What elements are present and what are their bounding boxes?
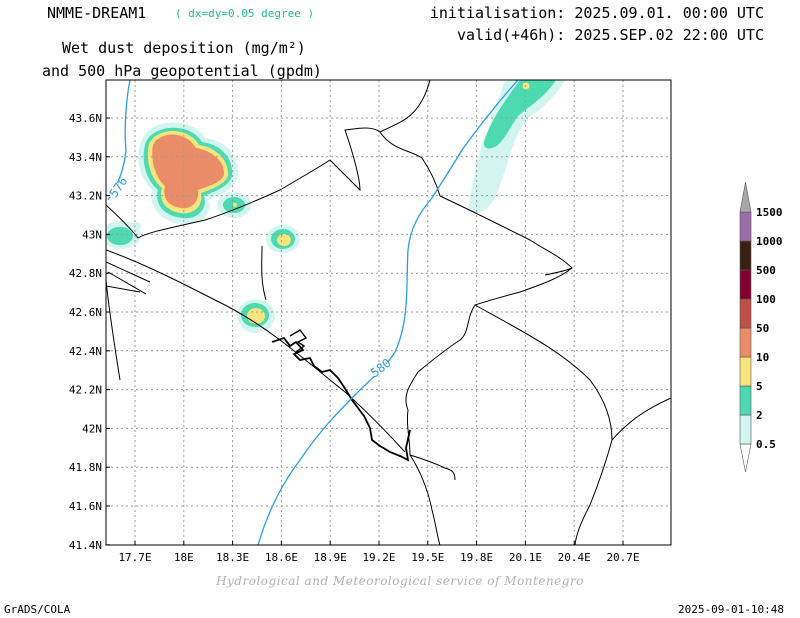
border-kosovo-albania — [474, 304, 671, 545]
colorbar-level-label: 0.5 — [756, 438, 776, 451]
lat-label: 43N — [82, 228, 102, 241]
lon-label: 19.2E — [362, 551, 395, 564]
dust-blob-small-4 — [237, 299, 275, 333]
lon-label: 19.8E — [460, 551, 493, 564]
longitude-labels: 17.7E 18E 18.3E 18.6E 18.9E 19.2E 19.5E 19.8E 20… — [118, 541, 640, 564]
border-montenegro-albania — [405, 339, 461, 481]
lat-label: 42.2N — [69, 384, 102, 397]
montenegro-bay — [289, 329, 308, 353]
lat-label: 42.8N — [69, 267, 102, 280]
dust-blob-northwest — [138, 122, 239, 225]
contour-label-bg-2 — [104, 183, 124, 197]
dust-blob-small-2 — [106, 221, 141, 249]
variable-title-line1: Wet dust deposition (mg/m²) — [62, 39, 306, 57]
credit-text: Hydrological and Meteorological service … — [216, 574, 584, 588]
lon-label: 18.9E — [314, 551, 347, 564]
colorbar-upper-arrow — [739, 181, 752, 213]
valid-time: valid(+46h): 2025.SEP.02 22:00 UTC — [456, 26, 764, 44]
model-title: NMME-DREAM1 — [47, 4, 147, 22]
colorbar-level-label: 2 — [756, 409, 763, 422]
colorbar-swatch — [739, 385, 752, 416]
lon-label: 20.1E — [509, 551, 542, 564]
boundaries — [106, 80, 671, 545]
lon-label: 18.6E — [265, 551, 298, 564]
colorbar-level-label: 10 — [756, 351, 769, 364]
border-west-inland — [261, 245, 267, 301]
lon-label: 18E — [174, 551, 194, 564]
lon-label: 20.7E — [606, 551, 639, 564]
dust-blob-small-3 — [266, 225, 300, 253]
colorbar-level-label: 1000 — [756, 235, 783, 248]
software-label: GrADS/COLA — [4, 603, 71, 616]
contour-label-bg — [360, 362, 390, 376]
variable-title-line2: and 500 hPa geopotential (gpdm) — [42, 62, 322, 80]
coastline — [106, 249, 406, 453]
lon-label: 17.7E — [118, 551, 151, 564]
border-bosnia — [106, 127, 441, 239]
border-north — [106, 190, 121, 381]
lon-label: 18.3E — [216, 551, 249, 564]
lon-label: 20.4E — [558, 551, 591, 564]
border-serbia — [379, 80, 573, 341]
colorbar-swatch — [739, 327, 752, 358]
colorbar-legend: 0.5 2 5 10 50 100 500 1000 1500 — [739, 181, 783, 473]
lat-label: 42.6N — [69, 306, 102, 319]
lat-label: 43.6N — [69, 112, 102, 125]
lat-label: 41.4N — [69, 539, 102, 552]
colorbar-level-label: 50 — [756, 322, 769, 335]
lat-label: 41.8N — [69, 461, 102, 474]
border-east-edge — [544, 267, 573, 276]
colorbar-level-label: 5 — [756, 380, 763, 393]
lat-label: 41.6N — [69, 500, 102, 513]
colorbar-level-label: 100 — [756, 293, 776, 306]
lat-label: 43.2N — [69, 190, 102, 203]
render-timestamp: 2025-09-01-10:48 — [678, 603, 784, 616]
initialisation-time: initialisation: 2025.09.01. 00:00 UTC — [429, 4, 764, 22]
colorbar-swatch — [739, 211, 752, 242]
colorbar-level-label: 500 — [756, 264, 776, 277]
lat-label: 42N — [82, 422, 102, 435]
colorbar-level-label: 1500 — [756, 206, 783, 219]
colorbar-swatch — [739, 414, 752, 445]
lat-label: 43.4N — [69, 151, 102, 164]
colorbar-swatch — [739, 298, 752, 329]
dust-deposition-field — [106, 80, 565, 333]
lat-label: 42.4N — [69, 345, 102, 358]
colorbar-swatch — [739, 240, 752, 271]
colorbar-swatch — [739, 356, 752, 387]
colorbar-swatch — [739, 269, 752, 300]
colorbar-lower-arrow — [739, 443, 752, 473]
coastline-islands — [106, 261, 151, 295]
coastline-albania — [409, 454, 441, 545]
montenegro-coast — [271, 336, 411, 462]
dust-blob-small-1 — [217, 192, 251, 218]
lat-lon-grid — [106, 80, 671, 545]
contour-580 — [257, 80, 519, 545]
dust-plume-northeast — [468, 80, 565, 214]
resolution-note: ( dx=dy=0.05 degree ) — [175, 7, 315, 20]
lon-label: 19.5E — [411, 551, 444, 564]
latitude-labels: 43.6N 43.4N 43.2N 43N 42.8N 42.6N 42.4N 42.2N 42… — [69, 112, 110, 552]
